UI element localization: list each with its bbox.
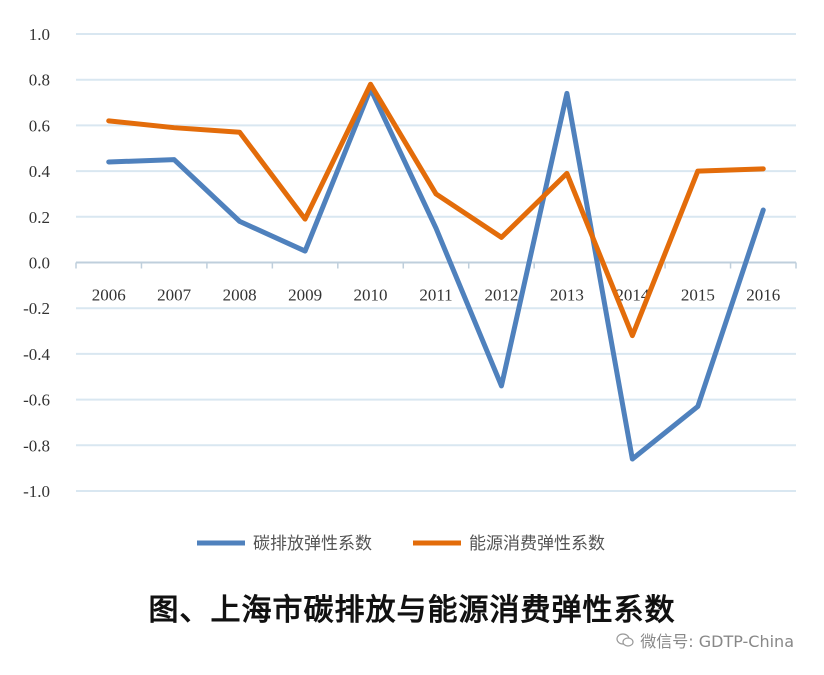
y-axis-ticks: 1.0 0.8 0.6 0.4 0.2 0.0 -0.2 -0.4 -0.6 -0.8 -1.0	[23, 25, 50, 501]
x-tick-label: 2012	[484, 286, 518, 305]
legend-label: 能源消费弹性系数	[469, 534, 605, 554]
x-tick-label: 2006	[92, 286, 126, 305]
x-tick-label: 2009	[288, 286, 322, 305]
x-tick-label: 2008	[223, 286, 257, 305]
x-tick-label: 2014	[615, 286, 650, 305]
y-tick-label: 0.0	[29, 254, 50, 273]
x-tick-label: 2011	[419, 286, 452, 305]
series-line-2	[106, 81, 766, 339]
y-tick-label: -0.8	[23, 436, 50, 455]
y-tick-label: 0.2	[29, 208, 50, 227]
x-tick-label: 2015	[681, 286, 715, 305]
y-tick-label: -1.0	[23, 482, 50, 501]
legend: 碳排放弹性系数 能源消费弹性系数	[197, 534, 605, 554]
y-tick-label: -0.4	[23, 345, 50, 364]
y-tick-label: 0.8	[29, 71, 50, 90]
wechat-icon	[616, 633, 634, 647]
watermark: 微信号: GDTP-China	[616, 628, 794, 652]
y-tick-label: 0.6	[29, 116, 50, 135]
x-tick-label: 2007	[157, 286, 192, 305]
x-tick-label: 2016	[746, 286, 780, 305]
gridlines	[76, 33, 796, 492]
line-chart: 1.0 0.8 0.6 0.4 0.2 0.0 -0.2 -0.4 -0.6 -0.8 -1.0 2…	[23, 25, 797, 554]
figure-caption: 图、上海市碳排放与能源消费弹性系数	[148, 593, 676, 628]
watermark-text: 微信号: GDTP-China	[640, 632, 794, 651]
x-tick-label: 2010	[354, 286, 388, 305]
series-line-1	[106, 86, 766, 462]
x-axis-ticks: 2006 2007 2008 2009 2010 2011 2012 2013 2014 2015…	[75, 262, 797, 305]
y-tick-label: 0.4	[29, 162, 51, 181]
series-lines	[106, 81, 766, 462]
legend-label: 碳排放弹性系数	[253, 534, 372, 554]
y-tick-label: 1.0	[29, 25, 50, 44]
y-tick-label: -0.2	[23, 299, 50, 318]
x-tick-label: 2013	[550, 286, 584, 305]
y-tick-label: -0.6	[23, 391, 50, 410]
